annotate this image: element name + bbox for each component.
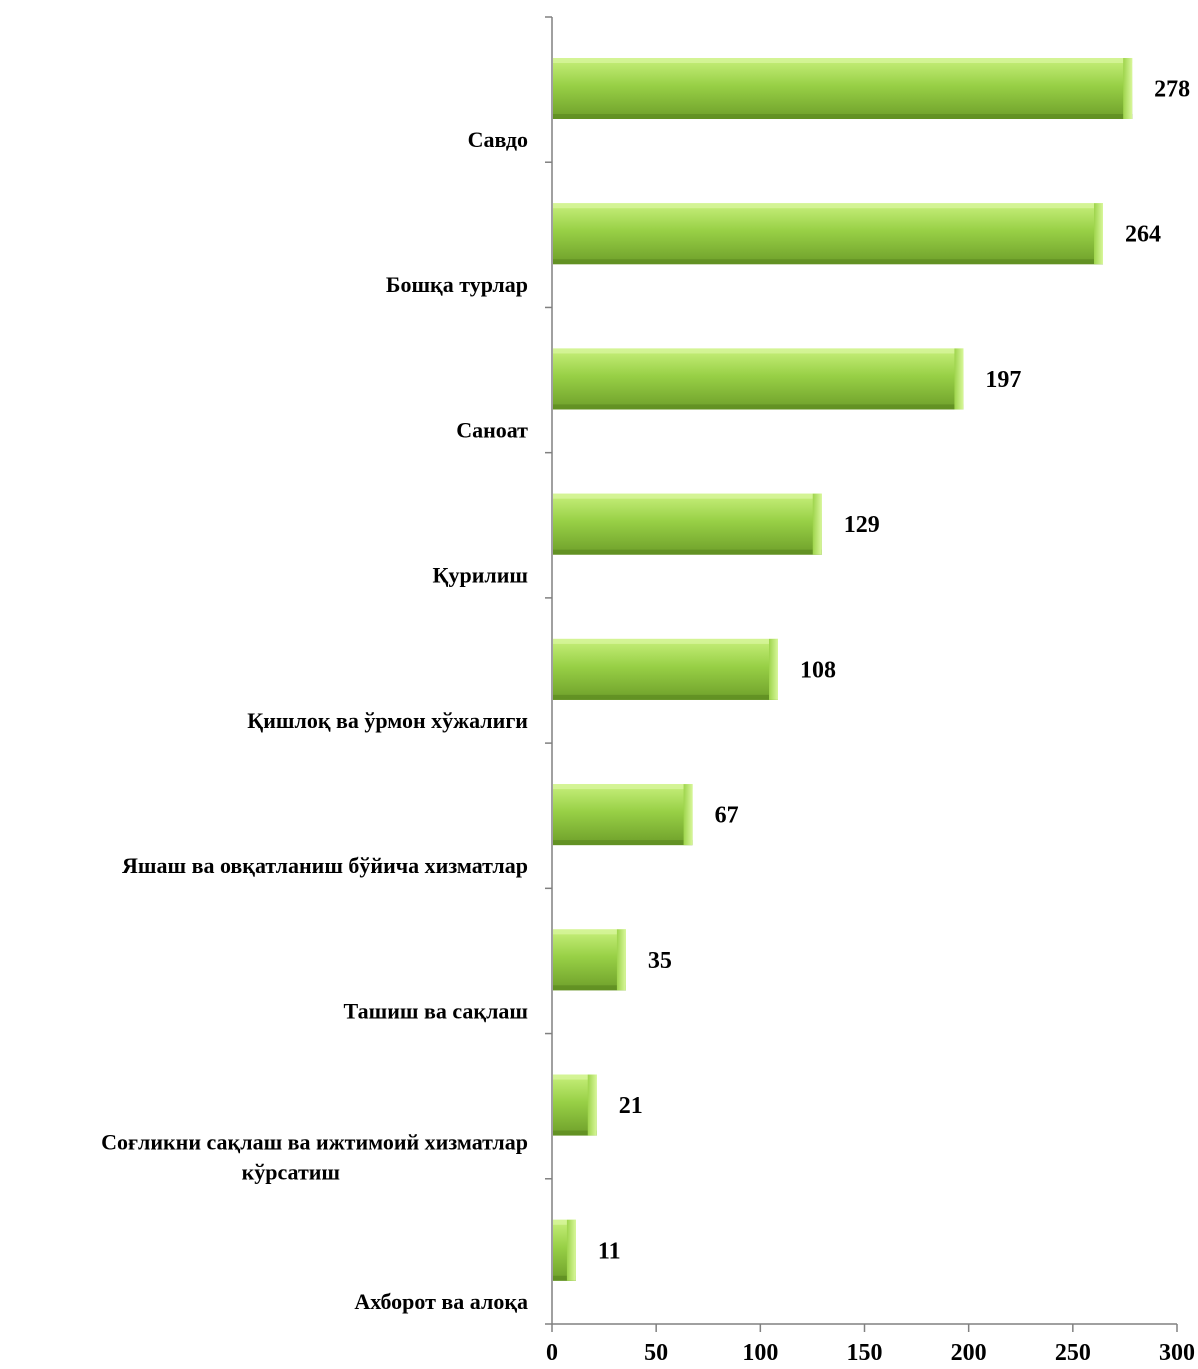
data-label: 129 [844,512,880,538]
data-label: 264 [1125,222,1161,248]
bar-cap [683,784,693,846]
bar-cap [587,1074,597,1136]
bar-cap [1094,203,1103,265]
bar-group [553,638,778,700]
bar-group [553,929,626,991]
bar-group [553,493,822,555]
bar [553,929,626,991]
bar-bevel-top [553,348,964,354]
category-label: Қишлоқ ва ўрмон хўжалиги [247,708,528,733]
bar [553,784,693,846]
bar-bevel-bottom [553,840,693,846]
bar-bevel-bottom [553,549,822,555]
data-label: 11 [598,1238,621,1264]
bar-cap [812,493,822,555]
bar [553,203,1103,265]
data-label: 67 [715,803,739,829]
category-label: Соғликни сақлаш ва ижтимоий хизматлар [101,1130,528,1155]
x-tick-label: 100 [742,1340,778,1366]
x-tick-label: 50 [644,1340,668,1366]
bar-bevel-bottom [553,259,1103,265]
data-label: 21 [619,1093,643,1119]
bar-group [553,1074,597,1136]
bar-cap [566,1219,576,1281]
bar-group [553,1219,576,1281]
category-label: кўрсатиш [242,1160,340,1185]
data-label: 197 [985,367,1021,393]
x-tick-label: 200 [951,1340,987,1366]
bar-cap [1123,58,1133,119]
labels: 278 Савдо 264 Бошқа турлар 197 Саноат 129 Қурил… [101,77,1190,1314]
bar-cap [616,929,626,991]
bar-bevel-top [553,58,1133,63]
bar-cap [954,348,964,410]
bar [553,638,778,700]
bar-bevel-top [553,638,778,644]
bar-group [553,348,964,410]
x-tick-label: 300 [1159,1340,1195,1366]
category-label: Яшаш ва овқатланиш бўйича хизматлар [122,853,528,878]
bar [553,58,1133,119]
bar-group [553,58,1133,119]
bars [553,58,1133,1281]
bar-bevel-top [553,1074,597,1080]
bar-group [553,203,1103,265]
bar-group [553,784,693,846]
x-tick-label: 150 [847,1340,883,1366]
bar-bevel-top [553,203,1103,209]
bar-bevel-bottom [553,404,964,410]
category-label: Ахборот ва алоқа [354,1289,528,1314]
bar-bevel-bottom [553,985,626,991]
data-label: 278 [1154,77,1190,103]
bar [553,348,964,410]
axes: 0 50 100 150 200 250 300 [545,16,1195,1366]
bar-bevel-top [553,493,822,499]
bar-bevel-bottom [553,694,778,700]
bar-bevel-bottom [553,1275,576,1281]
bar-bevel-top [553,784,693,790]
category-label: Савдо [468,127,528,152]
data-label: 35 [648,948,672,974]
data-label: 108 [800,657,836,683]
bar-bevel-bottom [553,1130,597,1136]
bar [553,493,822,555]
category-label: Бошқа турлар [386,272,528,297]
bar-bevel-top [553,929,626,935]
category-label: Ташиш ва сақлаш [344,998,528,1023]
bar-bevel-bottom [553,114,1133,119]
x-tick-label: 250 [1055,1340,1091,1366]
category-label: Қурилиш [433,563,528,588]
x-tick-label: 0 [546,1340,558,1366]
bar-cap [769,638,778,700]
bar-bevel-top [553,1219,576,1225]
category-label: Саноат [456,417,528,442]
